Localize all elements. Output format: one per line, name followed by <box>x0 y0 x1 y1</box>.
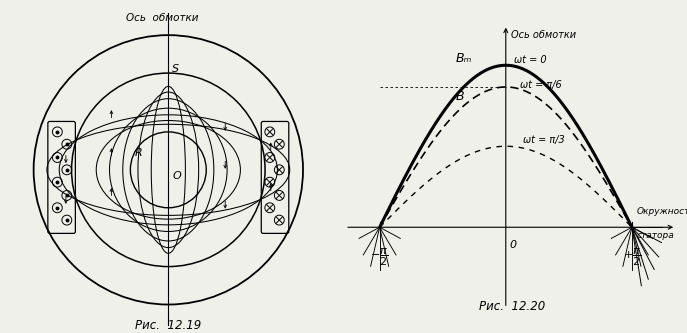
Text: ωt = π/3: ωt = π/3 <box>523 135 565 145</box>
Text: Рис.  12.19: Рис. 12.19 <box>135 319 201 332</box>
Text: $+\dfrac{\pi}{2}$: $+\dfrac{\pi}{2}$ <box>622 247 641 268</box>
Text: Окружность: Окружность <box>637 206 687 215</box>
Text: Ось  обмотки: Ось обмотки <box>126 13 199 23</box>
Text: ωt = 0: ωt = 0 <box>514 55 546 65</box>
Text: B: B <box>455 90 464 103</box>
Text: Bₘ: Bₘ <box>455 52 472 65</box>
Text: R: R <box>135 148 143 158</box>
Text: S: S <box>172 64 179 74</box>
Text: статора: статора <box>637 231 675 240</box>
Text: O: O <box>172 170 181 180</box>
Text: Рис.  12.20: Рис. 12.20 <box>479 300 545 313</box>
Text: ωt = π/6: ωt = π/6 <box>520 80 562 90</box>
Text: Ось обмотки: Ось обмотки <box>510 30 576 40</box>
Text: $-\dfrac{\pi}{2}$: $-\dfrac{\pi}{2}$ <box>370 247 389 268</box>
Text: 0: 0 <box>509 240 516 250</box>
